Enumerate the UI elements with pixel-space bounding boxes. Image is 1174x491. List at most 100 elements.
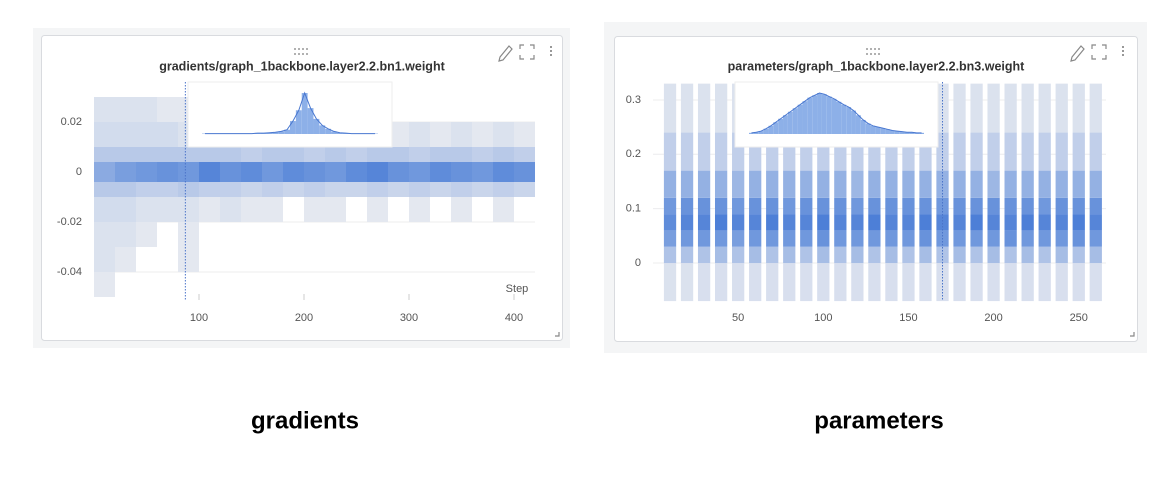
heatmap-cell [94, 122, 115, 147]
heatmap-cell [325, 272, 346, 297]
heatmap-cell [346, 182, 367, 197]
heatmap-cell [472, 222, 493, 247]
heatmap-cell [766, 247, 778, 263]
heatmap-cell [367, 182, 388, 197]
heatmap-cell [749, 247, 761, 263]
heatmap-cell [430, 182, 451, 197]
heatmap-cell [220, 162, 241, 182]
heatmap-cell [766, 230, 778, 246]
heatmap-cell [1056, 230, 1068, 246]
heatmap-cell [472, 97, 493, 122]
heatmap-cell [325, 247, 346, 272]
heatmap-cell [1005, 198, 1017, 214]
heatmap-cell [953, 133, 965, 171]
menu-icon[interactable] [1122, 46, 1124, 56]
heatmap-cell [1005, 214, 1017, 230]
heatmap-cell [451, 247, 472, 272]
heatmap-cell [430, 162, 451, 182]
heatmap-cell [1056, 84, 1068, 133]
heatmap-cell [262, 182, 283, 197]
heatmap-cell [325, 222, 346, 247]
heatmap-cell [220, 147, 241, 162]
heatmap-cell [664, 171, 676, 198]
heatmap-cell [1056, 133, 1068, 171]
heatmap-cell [388, 247, 409, 272]
inset-bar [866, 123, 871, 134]
heatmap-cell [783, 198, 795, 214]
heatmap-cell [409, 122, 430, 147]
heatmap-cell [115, 197, 136, 222]
heatmap-cell [715, 230, 727, 246]
heatmap-cell [178, 222, 199, 247]
heatmap-cell [136, 162, 157, 182]
inset-bar [817, 93, 822, 134]
heatmap-cell [1090, 198, 1102, 214]
heatmap-cell [1039, 263, 1051, 301]
heatmap-cell [136, 97, 157, 122]
heatmap-cell [241, 247, 262, 272]
heatmap-cell [885, 263, 897, 301]
heatmap-cell [681, 133, 693, 171]
heatmap-cell [304, 147, 325, 162]
inset-bar [871, 126, 876, 134]
heatmap-cell [178, 197, 199, 222]
heatmap-cell [953, 214, 965, 230]
heatmap-cell [94, 97, 115, 122]
heatmap-cell [698, 171, 710, 198]
heatmap-cell [698, 263, 710, 301]
x-tick-label: 150 [899, 312, 917, 324]
heatmap-cell [1022, 214, 1034, 230]
heatmap-cell [987, 171, 999, 198]
heatmap-cell [283, 197, 304, 222]
heatmap-cell [241, 147, 262, 162]
heatmap-cell [987, 133, 999, 171]
heatmap-cell [409, 182, 430, 197]
heatmap-cell [1056, 247, 1068, 263]
heatmap-cell [715, 263, 727, 301]
heatmap-cell [732, 198, 744, 214]
heatmap-cell [834, 247, 846, 263]
heatmap-cell [851, 230, 863, 246]
heatmap-cell [94, 247, 115, 272]
heatmap-cell [715, 198, 727, 214]
heatmap-cell [851, 171, 863, 198]
heatmap-cell [1090, 263, 1102, 301]
heatmap-cell [1039, 230, 1051, 246]
heatmap-cell [1005, 84, 1017, 133]
heatmap-cell [472, 197, 493, 222]
heatmap-cell [681, 198, 693, 214]
heatmap-cell [346, 147, 367, 162]
heatmap-cell [1022, 198, 1034, 214]
heatmap-cell [367, 197, 388, 222]
heatmap-cell [472, 272, 493, 297]
heatmap-cell [1073, 247, 1085, 263]
heatmap-cell [800, 214, 812, 230]
heatmap-cell [388, 147, 409, 162]
heatmap-cell [430, 122, 451, 147]
heatmap-cell [262, 247, 283, 272]
heatmap-cell [851, 263, 863, 301]
heatmap-cell [851, 214, 863, 230]
heatmap-cell [851, 198, 863, 214]
heatmap-cell [919, 214, 931, 230]
heatmap-cell [766, 171, 778, 198]
heatmap-cell [493, 97, 514, 122]
heatmap-cell [681, 230, 693, 246]
heatmap-cell [367, 272, 388, 297]
heatmap-cell [953, 230, 965, 246]
heatmap-cell [885, 198, 897, 214]
heatmap-cell [115, 147, 136, 162]
heatmap-cell [1005, 133, 1017, 171]
menu-icon[interactable] [550, 46, 552, 56]
heatmap-cell [698, 247, 710, 263]
heatmap-cell [1039, 214, 1051, 230]
heatmap-cell [664, 133, 676, 171]
heatmap-cell [766, 214, 778, 230]
heatmap-cell [136, 147, 157, 162]
heatmap-cell [987, 230, 999, 246]
x-tick-label: 50 [732, 312, 744, 324]
chart-title: parameters/graph_1backbone.layer2.2.bn3.… [728, 59, 1025, 73]
heatmap-cell [1005, 263, 1017, 301]
y-tick-label: -0.02 [57, 216, 82, 228]
heatmap-cell [919, 230, 931, 246]
